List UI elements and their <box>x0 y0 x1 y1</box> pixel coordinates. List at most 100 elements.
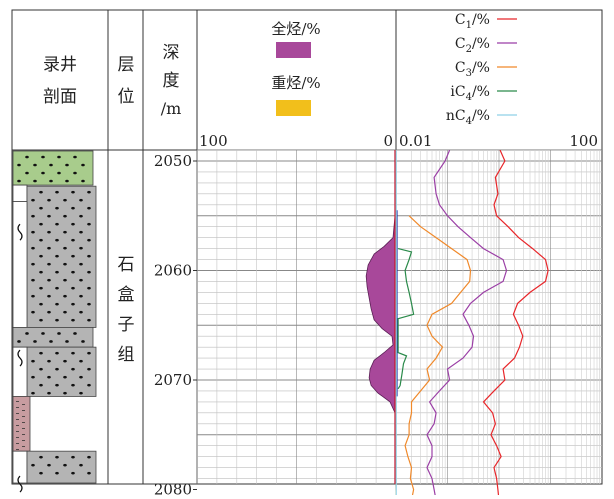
lithology-dot <box>31 278 35 282</box>
depth-tick-label: 2070 <box>154 371 192 389</box>
lithology-dot <box>17 340 21 343</box>
lithology-dot <box>65 179 69 183</box>
series-line-c1 <box>482 149 549 499</box>
series-line-ic4 <box>397 248 415 390</box>
lithology-band <box>26 450 97 484</box>
depth-axis: 2050 2060 2070 2080 <box>154 152 197 499</box>
lithology-dot <box>65 163 69 167</box>
lithology-dot <box>31 310 35 314</box>
strata-header-1: 层 <box>118 55 135 75</box>
lithology-dot <box>79 375 83 379</box>
lithology-dot <box>47 198 51 202</box>
lithology-dot <box>47 262 51 266</box>
lithology-dot <box>71 351 75 355</box>
lithology-dot <box>39 318 43 322</box>
series-line-c2 <box>426 149 508 499</box>
lithology-dot <box>71 254 75 258</box>
depth-tick-label: 2060 <box>154 262 192 280</box>
lithology-dot <box>41 155 45 159</box>
fossil-icon <box>17 475 23 493</box>
lithology-dot <box>63 262 67 266</box>
lithology-band <box>12 450 28 484</box>
depth-tick-label: 2080 <box>154 481 192 496</box>
lithology-dot <box>31 359 35 363</box>
lithology-dot <box>55 367 59 371</box>
lithology-dot <box>87 206 91 210</box>
lithology-dot <box>33 340 37 343</box>
lithology-dot <box>39 254 43 258</box>
lithology-dot <box>55 222 59 226</box>
legend-label-c2: C2/% <box>455 36 490 55</box>
fossil-icon <box>17 223 23 241</box>
lithology-dot <box>87 190 91 194</box>
lithology-dot <box>71 471 75 475</box>
lithology-band <box>12 150 94 186</box>
legend: C1/% C2/% C3/% iC4/% nC4/% <box>446 12 517 127</box>
lithology-dot <box>39 222 43 226</box>
lithology-dot <box>25 332 29 335</box>
lithology-dot <box>39 367 43 371</box>
lithology-dot <box>79 294 83 298</box>
lithology-dot <box>33 163 37 167</box>
lithology-dot <box>55 238 59 242</box>
lithology-dot <box>87 302 91 306</box>
lithology-dot <box>31 391 35 395</box>
lithology-band <box>12 396 31 452</box>
lithology-dot <box>71 270 75 274</box>
lithology-dot <box>41 332 45 335</box>
lithology-dot <box>81 340 85 343</box>
lithology-dot <box>39 286 43 290</box>
lithology-dot <box>87 270 91 274</box>
lithology-dot <box>55 318 59 322</box>
lithology-header-1: 录井 <box>43 55 77 75</box>
lithology-dot <box>79 246 83 250</box>
lithology-dot <box>79 359 83 363</box>
lithology-dot <box>73 332 77 335</box>
lithology-dot <box>87 318 91 322</box>
lithology-dot <box>55 471 59 475</box>
lithology-dot <box>87 455 91 459</box>
lithology-dot <box>79 310 83 314</box>
lithology-dot <box>63 391 67 395</box>
lithology-dot <box>63 246 67 250</box>
lithology-dot <box>47 214 51 218</box>
lithology-dot <box>71 302 75 306</box>
lithology-dot <box>87 222 91 226</box>
heavy-gas-swatch <box>276 100 311 116</box>
lithology-dot <box>79 214 83 218</box>
lithology-dot <box>55 190 59 194</box>
legend-label-ic4: iC4/% <box>450 84 490 103</box>
lithology-dot <box>31 246 35 250</box>
left-scale-0: 0 <box>383 132 393 150</box>
lithology-dot <box>31 463 35 467</box>
legend-label-c1: C1/% <box>455 12 490 31</box>
lithology-dot <box>47 375 51 379</box>
lithology-dot <box>17 163 21 167</box>
lithology-dot <box>39 206 43 210</box>
lithology-dot <box>65 340 69 343</box>
right-track-data <box>395 149 549 499</box>
lithology-dot <box>47 359 51 363</box>
formation-char: 子 <box>118 315 135 335</box>
lithology-header-2: 剖面 <box>43 87 77 107</box>
lithology-dot <box>87 383 91 387</box>
lithology-dot <box>87 238 91 242</box>
lithology-dot <box>47 230 51 234</box>
lithology-dot <box>31 214 35 218</box>
lithology-dot <box>73 171 77 175</box>
lithology-dot <box>63 375 67 379</box>
lithology-dot <box>39 238 43 242</box>
lithology-dot <box>71 318 75 322</box>
lithology-dot <box>31 262 35 266</box>
lithology-dot <box>71 286 75 290</box>
depth-header-2: 度 <box>163 71 180 91</box>
strata-header-2: 位 <box>118 87 135 107</box>
lithology-dot <box>39 471 43 475</box>
lithology-dot <box>55 286 59 290</box>
lithology-dot <box>87 351 91 355</box>
lithology-dot <box>39 270 43 274</box>
lithology-dot <box>57 155 61 159</box>
lithology-dot <box>71 206 75 210</box>
lithology-dot <box>33 179 37 183</box>
chart-frame <box>11 9 603 485</box>
